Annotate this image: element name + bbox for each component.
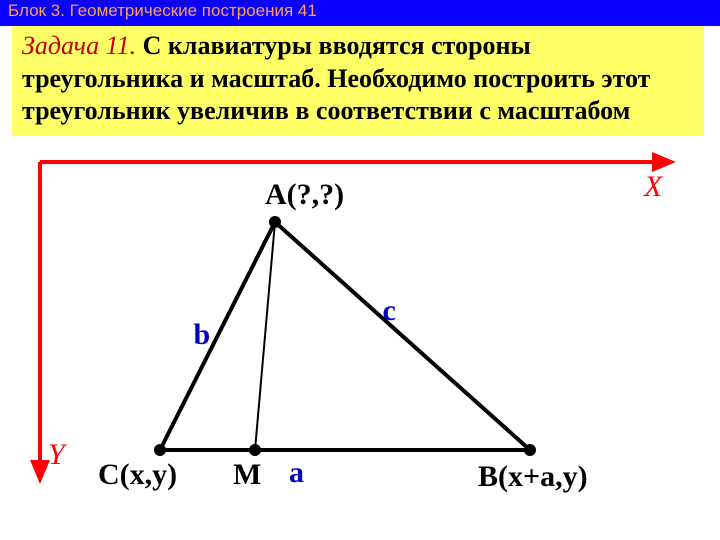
triangle	[160, 222, 530, 450]
slide-header: Блок 3. Геометрические построения 41	[0, 0, 720, 26]
vertex-B-dot	[524, 444, 536, 456]
axes	[30, 152, 676, 484]
vertex-A-dot	[269, 216, 281, 228]
diagram: X Y b c a A(?,?) B(x+a,y) C(x,y) M	[0, 150, 720, 540]
side-c-label: c	[383, 294, 396, 327]
point-M-dot	[249, 444, 261, 456]
side-a-label: a	[289, 456, 304, 489]
problem-box: Задача 11. С клавиатуры вводятся стороны…	[12, 26, 704, 136]
side-b-label: b	[194, 318, 211, 351]
header-text: Блок 3. Геометрические построения 41	[8, 1, 317, 20]
vertex-C-dot	[154, 444, 166, 456]
vertex-A-label: A(?,?)	[265, 178, 344, 211]
y-axis-label: Y	[48, 438, 68, 471]
vertex-C-label: C(x,y)	[98, 458, 177, 491]
vertex-B-label: B(x+a,y)	[478, 460, 588, 493]
problem-title: Задача 11.	[22, 31, 143, 60]
point-M-label: M	[233, 458, 261, 491]
x-axis-label: X	[643, 170, 664, 203]
